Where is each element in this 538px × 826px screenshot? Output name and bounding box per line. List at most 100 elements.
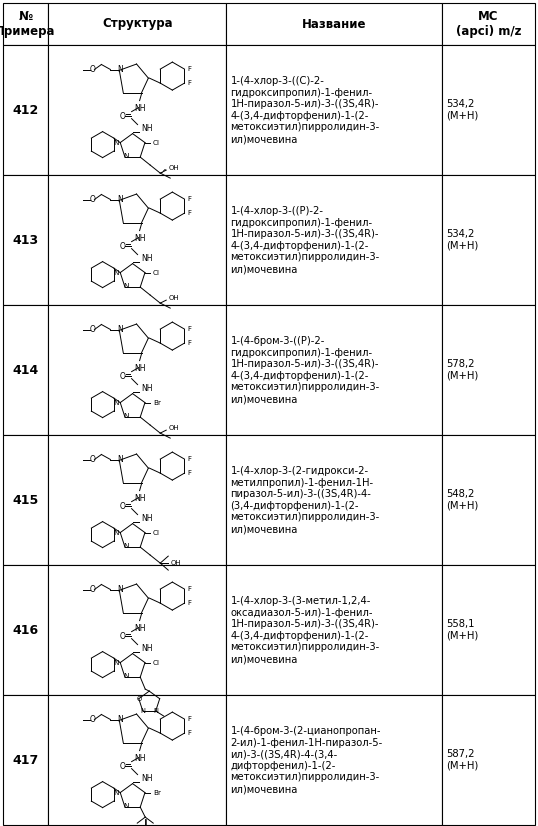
Bar <box>226 565 442 695</box>
Text: O: O <box>119 762 125 771</box>
Text: F: F <box>187 326 192 332</box>
Text: N: N <box>140 708 145 714</box>
Text: NH: NH <box>134 363 145 373</box>
Bar <box>48 565 226 695</box>
Text: 548,2
(M+H): 548,2 (M+H) <box>446 489 478 510</box>
Text: F: F <box>187 601 192 606</box>
Text: NH: NH <box>141 384 153 393</box>
Text: N: N <box>123 283 129 289</box>
Text: N: N <box>117 455 123 464</box>
Text: NH: NH <box>134 494 145 502</box>
Bar <box>48 695 226 825</box>
Bar <box>442 305 535 435</box>
Text: F: F <box>187 586 192 592</box>
Bar <box>226 45 442 175</box>
Text: F: F <box>187 470 192 476</box>
Text: O: O <box>89 65 95 74</box>
Bar <box>442 695 535 825</box>
Text: OH: OH <box>168 425 179 431</box>
Text: F: F <box>187 340 192 346</box>
Text: 534,2
(M+H): 534,2 (M+H) <box>446 229 478 251</box>
Text: МС
(apci) m/z: МС (apci) m/z <box>456 10 521 38</box>
Text: F: F <box>187 66 192 72</box>
Text: O: O <box>89 585 95 594</box>
Text: O: O <box>119 502 125 511</box>
Text: N: N <box>117 715 123 724</box>
Text: OH: OH <box>170 560 181 566</box>
Text: O: O <box>89 715 95 724</box>
Bar <box>3 435 48 565</box>
Text: Br: Br <box>153 790 161 795</box>
Text: F: F <box>187 196 192 202</box>
Bar <box>226 435 442 565</box>
Text: N: N <box>123 153 129 159</box>
Text: F: F <box>187 80 192 86</box>
Bar <box>442 3 535 45</box>
Bar <box>226 305 442 435</box>
Text: 558,1
(M+H): 558,1 (M+H) <box>446 620 478 641</box>
Text: Cl: Cl <box>153 529 160 535</box>
Text: 413: 413 <box>12 234 39 246</box>
Text: 1-(4-хлор-3-((С)-2-
гидроксипропил)-1-фенил-
1Н-пиразол-5-ил)-3-((3S,4R)-
4-(3,4: 1-(4-хлор-3-((С)-2- гидроксипропил)-1-фе… <box>230 76 380 144</box>
Bar <box>226 175 442 305</box>
Text: O: O <box>119 242 125 251</box>
Text: №
Примера: № Примера <box>0 10 56 38</box>
Text: 417: 417 <box>12 753 39 767</box>
Text: O: O <box>89 195 95 204</box>
Text: NH: NH <box>141 774 153 783</box>
Text: NH: NH <box>141 124 153 133</box>
Bar <box>3 305 48 435</box>
Text: Br: Br <box>153 400 161 406</box>
Text: 578,2
(M+H): 578,2 (M+H) <box>446 359 478 381</box>
Text: 1-(4-хлор-3-(3-метил-1,2,4-
оксадиазол-5-ил)-1-фенил-
1Н-пиразол-5-ил)-3-((3S,4R: 1-(4-хлор-3-(3-метил-1,2,4- оксадиазол-5… <box>230 596 380 664</box>
Text: 534,2
(M+H): 534,2 (M+H) <box>446 99 478 121</box>
Bar <box>48 305 226 435</box>
Text: NH: NH <box>141 254 153 263</box>
Text: 1-(4-хлор-3-((Р)-2-
гидроксипропил)-1-фенил-
1Н-пиразол-5-ил)-3-((3S,4R)-
4-(3,4: 1-(4-хлор-3-((Р)-2- гидроксипропил)-1-фе… <box>230 206 380 274</box>
Text: O: O <box>119 112 125 121</box>
Text: F: F <box>187 716 192 722</box>
Text: O: O <box>119 632 125 641</box>
Text: F: F <box>187 456 192 462</box>
Bar <box>226 3 442 45</box>
Text: 416: 416 <box>12 624 39 637</box>
Bar <box>3 695 48 825</box>
Text: N: N <box>114 140 119 145</box>
Bar <box>442 565 535 695</box>
Bar <box>442 45 535 175</box>
Text: 587,2
(M+H): 587,2 (M+H) <box>446 749 478 771</box>
Text: 414: 414 <box>12 363 39 377</box>
Text: O: O <box>136 695 141 702</box>
Text: NH: NH <box>134 103 145 112</box>
Text: OH: OH <box>168 295 179 301</box>
Text: NH: NH <box>134 234 145 243</box>
Bar <box>442 435 535 565</box>
Bar <box>226 695 442 825</box>
Text: N: N <box>123 544 129 549</box>
Text: N: N <box>123 803 129 809</box>
Text: N: N <box>153 708 158 714</box>
Bar <box>3 175 48 305</box>
Text: NH: NH <box>134 753 145 762</box>
Text: 412: 412 <box>12 103 39 116</box>
Text: N: N <box>114 790 119 795</box>
Text: O: O <box>89 455 95 464</box>
Text: Название: Название <box>302 17 366 31</box>
Text: N: N <box>114 660 119 666</box>
Text: O: O <box>119 372 125 381</box>
Text: Структура: Структура <box>102 17 173 31</box>
Bar <box>48 175 226 305</box>
Text: N: N <box>123 673 129 679</box>
Text: Cl: Cl <box>153 660 160 666</box>
Bar <box>48 3 226 45</box>
Text: OH: OH <box>168 165 179 171</box>
Text: N: N <box>117 65 123 74</box>
Text: N: N <box>114 269 119 276</box>
Text: Cl: Cl <box>153 269 160 276</box>
Text: 1-(4-хлор-3-(2-гидрокси-2-
метилпропил)-1-фенил-1Н-
пиразол-5-ил)-3-((3S,4R)-4-
: 1-(4-хлор-3-(2-гидрокси-2- метилпропил)-… <box>230 466 380 534</box>
Text: N: N <box>117 195 123 204</box>
Bar <box>48 435 226 565</box>
Text: 415: 415 <box>12 493 39 506</box>
Bar <box>3 45 48 175</box>
Text: NH: NH <box>134 624 145 633</box>
